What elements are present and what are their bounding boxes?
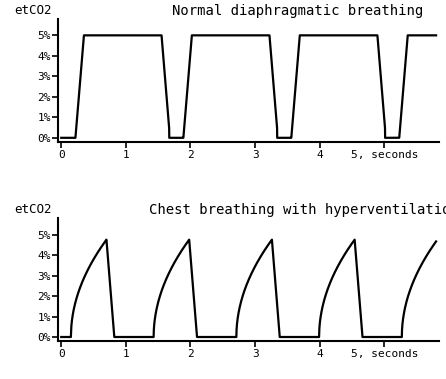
Text: Chest breathing with hyperventilation: Chest breathing with hyperventilation <box>149 204 446 218</box>
Text: Normal diaphragmatic breathing: Normal diaphragmatic breathing <box>172 4 424 18</box>
Text: etCO2: etCO2 <box>14 204 52 216</box>
Text: etCO2: etCO2 <box>14 4 52 17</box>
